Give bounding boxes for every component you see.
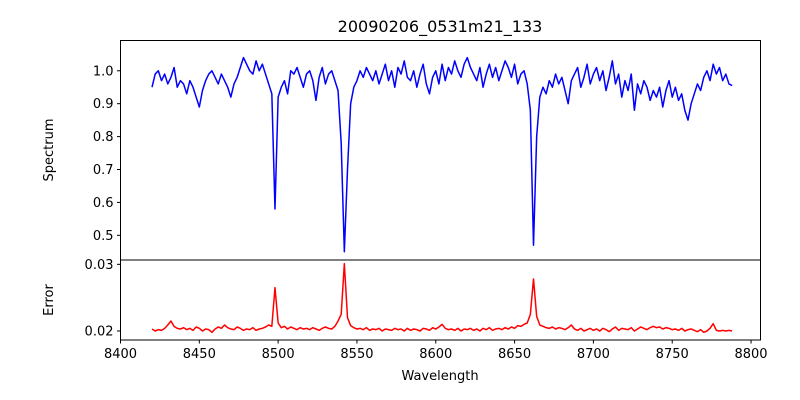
spectrum-y-label: Spectrum <box>42 119 57 182</box>
x-axis-label: Wavelength <box>401 369 478 384</box>
x-tick-label: 8550 <box>340 347 373 362</box>
x-tick-label: 8400 <box>104 347 137 362</box>
x-tick-label: 8750 <box>656 347 689 362</box>
error-y-label: Error <box>42 284 57 316</box>
x-tick-label: 8450 <box>183 347 216 362</box>
chart-title: 20090206_0531m21_133 <box>338 17 543 37</box>
error-y-tick-label: 0.03 <box>85 258 114 273</box>
spectrum-y-tick-label: 0.5 <box>93 229 114 244</box>
x-tick-label: 8700 <box>577 347 610 362</box>
error-axes: 0.02 0.03 8400 8450 8500 8550 8600 8650 8700 8750… <box>85 258 768 362</box>
x-tick-label: 8800 <box>734 347 767 362</box>
spectrum-y-tick-label: 0.8 <box>93 130 114 145</box>
spectrum-y-tick-label: 1.0 <box>93 64 114 79</box>
error-y-tick-label: 0.02 <box>85 325 114 340</box>
x-tick-label: 8500 <box>262 347 295 362</box>
spectrum-y-tick-label: 0.6 <box>93 196 114 211</box>
x-tick-label: 8600 <box>419 347 452 362</box>
spectrum-y-tick-label: 0.7 <box>93 163 114 178</box>
x-tick-label: 8650 <box>498 347 531 362</box>
spectrum-y-tick-label: 0.9 <box>93 97 114 112</box>
error-series-line <box>151 262 733 334</box>
error-axes-frame <box>120 259 761 341</box>
spectrum-series-line <box>151 56 733 253</box>
